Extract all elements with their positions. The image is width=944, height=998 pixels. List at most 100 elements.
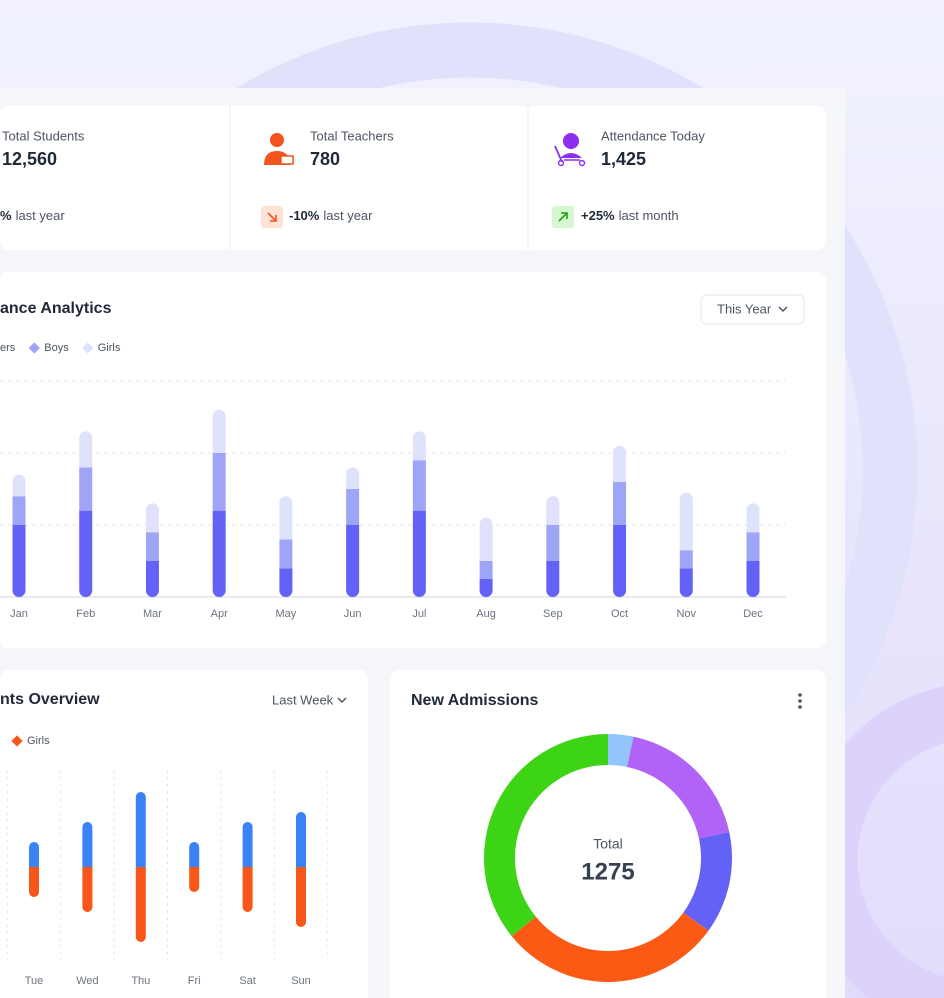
filter-dropdown[interactable] — [700, 294, 805, 325]
bar-segment — [746, 532, 760, 561]
x-tick-label: Nov — [676, 608, 696, 620]
bar-segment — [679, 492, 693, 551]
bar-segment — [613, 525, 627, 598]
bar-segment — [679, 568, 693, 598]
bar-segment — [189, 842, 200, 867]
bar-segment — [79, 510, 93, 598]
chevron — [778, 306, 788, 313]
x-tick-label: Sep — [543, 608, 563, 620]
bar-segment — [279, 568, 293, 598]
change: +25% — [581, 208, 615, 223]
x-tick-label: May — [276, 608, 297, 620]
donut-segment — [511, 912, 709, 983]
bar-segment — [546, 496, 560, 525]
stat-value: 780 — [310, 149, 340, 169]
chart-title: ance Analytics — [0, 300, 112, 317]
period: last year — [16, 208, 66, 223]
bar-segment — [479, 517, 493, 561]
legend-label: ers — [0, 342, 16, 354]
x-tick-label: Aug — [476, 608, 496, 620]
legend-label: Girls — [27, 735, 50, 747]
change: -10% — [289, 208, 320, 223]
period: last year — [323, 208, 373, 223]
bar-segment — [145, 561, 159, 598]
bar-segment — [145, 532, 159, 561]
center-label: Total — [593, 836, 623, 852]
bar-segment — [296, 812, 306, 867]
stat-change: -10% last year — [289, 208, 373, 223]
x-tick-label: Thu — [131, 975, 150, 987]
chart-title: New Admissions — [411, 692, 539, 709]
change: % — [0, 208, 12, 223]
period: last month — [619, 208, 679, 223]
bar-segment — [346, 489, 360, 525]
bar-segment — [212, 409, 226, 453]
bar-segment — [546, 525, 560, 561]
bar-segment — [79, 467, 93, 511]
bar-segment — [746, 561, 760, 598]
bar-segment — [189, 867, 200, 893]
donut-segment — [627, 736, 730, 839]
stats-card — [0, 106, 826, 250]
bar-segment — [242, 867, 253, 913]
bar-segment — [412, 510, 426, 598]
x-tick-label: Tue — [25, 975, 44, 987]
x-tick-label: Jul — [412, 608, 426, 620]
trend-arrow — [558, 212, 568, 222]
bar-segment — [613, 445, 627, 482]
admissions-card — [390, 670, 826, 998]
x-tick-label: Dec — [743, 608, 763, 620]
bar-segment — [82, 822, 93, 867]
chart-title: nts Overview — [0, 691, 100, 708]
bar-segment — [613, 481, 627, 525]
bar-segment — [242, 822, 253, 867]
stat-value: 1,425 — [601, 149, 646, 169]
bar-segment — [479, 561, 493, 579]
stat-label: Total Teachers — [310, 128, 394, 143]
x-tick-label: Oct — [611, 608, 628, 620]
bar-segment — [746, 503, 760, 533]
bar-segment — [279, 496, 293, 540]
bar-segment — [346, 467, 360, 489]
x-tick-label: Jun — [344, 608, 362, 620]
stat-change: +25% last month — [581, 208, 679, 223]
bar-segment — [29, 867, 39, 897]
bar-segment — [346, 525, 360, 598]
x-tick-label: Feb — [76, 608, 95, 620]
filter-label[interactable]: Last Week — [272, 692, 334, 707]
x-tick-label: Mar — [143, 608, 162, 620]
bar-segment — [479, 579, 493, 598]
stat-change: % last year — [0, 208, 65, 223]
bar-segment — [412, 460, 426, 511]
legend-label: Boys — [44, 342, 69, 354]
x-tick-label: Jan — [10, 608, 28, 620]
bar-segment — [12, 525, 26, 598]
x-tick-label: Sun — [291, 975, 311, 987]
donut-segment — [483, 734, 608, 937]
x-tick-label: Wed — [76, 975, 98, 987]
chevron — [337, 697, 347, 704]
bar-segment — [135, 867, 146, 943]
bar-segment — [135, 792, 146, 867]
bar-segment — [412, 431, 426, 461]
bar-segment — [679, 550, 693, 569]
bar-segment — [29, 842, 39, 867]
trend-arrow — [267, 212, 277, 222]
bar-segment — [279, 539, 293, 569]
stat-label: Total Students — [2, 128, 85, 143]
bar-segment — [546, 561, 560, 598]
filter-label[interactable]: This Year — [717, 301, 772, 316]
bar-segment — [145, 503, 159, 533]
donut-segment — [608, 734, 634, 767]
center-total: 1275 — [581, 858, 634, 885]
bar-segment — [212, 453, 226, 511]
donut-segment — [683, 832, 733, 931]
legend-label: Girls — [98, 342, 121, 354]
admissions-chart — [483, 734, 733, 983]
analytics-chart: ers Boys Girls Jan Feb Mar Apr May Jun Jul Aug Sep O… — [0, 342, 786, 620]
more-menu[interactable] — [798, 693, 802, 709]
bar-segment — [12, 496, 26, 525]
students-chart: Girls Tue Wed Thu Fri Sat Sun — [6, 735, 329, 987]
bar-segment — [82, 867, 93, 913]
